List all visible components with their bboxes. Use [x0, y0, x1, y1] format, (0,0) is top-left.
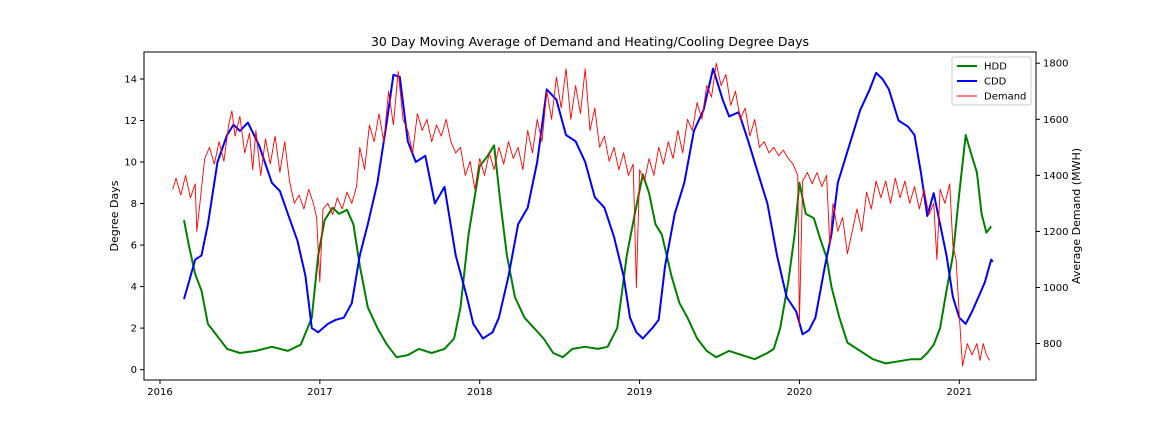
y2-tick-label: 800	[1043, 339, 1062, 350]
y-tick-label: 4	[131, 282, 137, 293]
y-axis-left: 0 2 4 6 8 10 12 14	[124, 74, 144, 376]
y2-axis-label: Average Demand (MWH)	[1070, 148, 1083, 284]
series-line-demand	[172, 62, 990, 367]
x-axis: 2016 2017 2018 2019 2020 2021	[147, 380, 972, 398]
series-line-hdd	[183, 134, 992, 365]
chart-title: 30 Day Moving Average of Demand and Heat…	[371, 34, 809, 49]
y2-tick-label: 1400	[1043, 171, 1068, 182]
plot-frame	[143, 51, 1037, 381]
x-tick-label: 2016	[147, 387, 172, 398]
series-line-cdd	[183, 67, 994, 340]
legend-label-demand: Demand	[984, 92, 1026, 103]
y-tick-label: 10	[124, 158, 137, 169]
plot-area	[143, 51, 1037, 381]
y-axis-right: 800 1000 1200 1400 1600 1800	[1036, 59, 1068, 350]
legend: HDD CDD Demand	[951, 56, 1032, 106]
y-axis-label: Degree Days	[108, 180, 121, 251]
y-tick-label: 12	[124, 116, 137, 127]
series-layer	[172, 62, 994, 367]
legend-label-hdd: HDD	[984, 62, 1007, 73]
y2-tick-label: 1000	[1043, 283, 1068, 294]
y2-tick-label: 1200	[1043, 227, 1068, 238]
x-tick-label: 2017	[307, 387, 332, 398]
legend-label-cdd: CDD	[984, 77, 1007, 88]
x-tick-label: 2019	[627, 387, 652, 398]
y-tick-label: 2	[131, 324, 137, 335]
x-tick-label: 2018	[467, 387, 492, 398]
y-tick-label: 6	[131, 241, 137, 252]
x-tick-label: 2020	[787, 387, 812, 398]
y-tick-label: 0	[131, 365, 137, 376]
y2-tick-label: 1800	[1043, 59, 1068, 70]
x-tick-label: 2021	[947, 387, 972, 398]
y2-tick-label: 1600	[1043, 115, 1068, 126]
y-tick-label: 8	[131, 199, 137, 210]
legend-box	[951, 56, 1032, 106]
y-tick-label: 14	[124, 74, 137, 85]
